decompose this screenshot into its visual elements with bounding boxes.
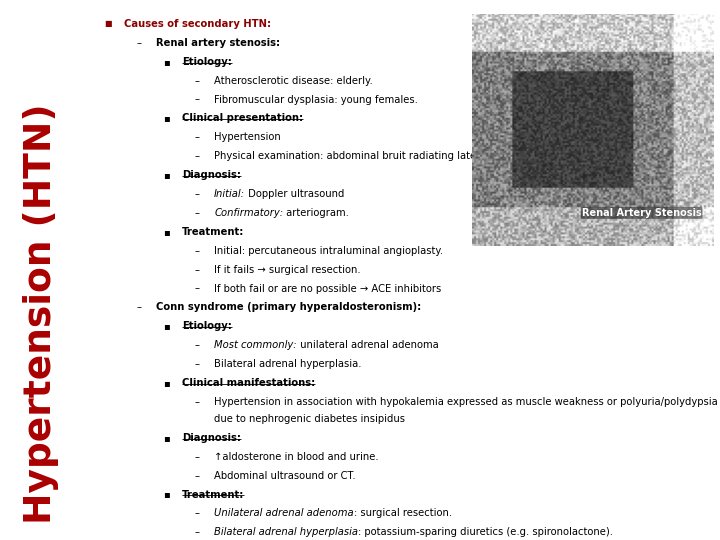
Text: Physical examination: abdominal bruit radiating laterally.: Physical examination: abdominal bruit ra…	[214, 151, 500, 161]
Text: Most commonly:: Most commonly:	[214, 340, 297, 350]
Text: –: –	[195, 452, 200, 462]
Text: ▪: ▪	[163, 57, 169, 67]
Text: –: –	[195, 94, 200, 105]
Text: –: –	[195, 471, 200, 481]
Text: –: –	[195, 132, 200, 143]
Text: Etiology:: Etiology:	[182, 321, 232, 332]
Text: unilateral adrenal adenoma: unilateral adrenal adenoma	[297, 340, 438, 350]
Text: : surgical resection.: : surgical resection.	[354, 509, 452, 518]
Text: Initial: percutaneous intraluminal angioplasty.: Initial: percutaneous intraluminal angio…	[214, 246, 444, 256]
Text: Hypertension in association with hypokalemia expressed as muscle weakness or pol: Hypertension in association with hypokal…	[214, 397, 718, 407]
Text: : potassium-sparing diuretics (e.g. spironolactone).: : potassium-sparing diuretics (e.g. spir…	[358, 528, 613, 537]
Text: Renal artery stenosis:: Renal artery stenosis:	[156, 38, 280, 48]
Text: Unilateral adrenal adenoma: Unilateral adrenal adenoma	[214, 509, 354, 518]
Text: Doppler ultrasound: Doppler ultrasound	[245, 189, 345, 199]
Text: If both fail or are no possible → ACE inhibitors: If both fail or are no possible → ACE in…	[214, 284, 441, 294]
Text: Hypertension (HTN): Hypertension (HTN)	[23, 103, 60, 523]
Text: –: –	[195, 246, 200, 256]
Text: ▪: ▪	[163, 490, 169, 500]
Text: Initial:: Initial:	[214, 189, 245, 199]
Text: –: –	[195, 265, 200, 275]
Text: Fibromuscular dysplasia: young females.: Fibromuscular dysplasia: young females.	[214, 94, 418, 105]
Text: ▪: ▪	[163, 170, 169, 180]
Text: Bilateral adrenal hyperplasia.: Bilateral adrenal hyperplasia.	[214, 359, 361, 369]
Text: –: –	[137, 38, 142, 48]
Text: Confirmatory:: Confirmatory:	[214, 208, 283, 218]
Text: –: –	[137, 302, 142, 313]
Text: –: –	[195, 189, 200, 199]
Text: Hypertension: Hypertension	[214, 132, 281, 143]
Text: Atherosclerotic disease: elderly.: Atherosclerotic disease: elderly.	[214, 76, 373, 86]
Text: arteriogram.: arteriogram.	[283, 208, 349, 218]
Text: ▪: ▪	[163, 113, 169, 124]
Text: –: –	[195, 397, 200, 407]
Text: –: –	[195, 509, 200, 518]
Text: Clinical manifestations:: Clinical manifestations:	[182, 378, 315, 388]
Text: ↑aldosterone in blood and urine.: ↑aldosterone in blood and urine.	[214, 452, 379, 462]
Text: ▪: ▪	[163, 378, 169, 388]
Text: ▪: ▪	[163, 227, 169, 237]
Text: Treatment:: Treatment:	[182, 490, 244, 500]
Text: ▪: ▪	[163, 321, 169, 332]
Text: –: –	[195, 340, 200, 350]
Text: ▪: ▪	[163, 433, 169, 443]
Text: Conn syndrome (primary hyperaldosteronism):: Conn syndrome (primary hyperaldosteronis…	[156, 302, 421, 313]
Text: –: –	[195, 151, 200, 161]
Text: due to nephrogenic diabetes insipidus: due to nephrogenic diabetes insipidus	[214, 414, 405, 424]
Text: –: –	[195, 76, 200, 86]
Text: –: –	[195, 359, 200, 369]
Text: ■: ■	[104, 19, 112, 28]
Text: –: –	[195, 284, 200, 294]
Text: Etiology:: Etiology:	[182, 57, 232, 67]
Text: Treatment:: Treatment:	[182, 227, 244, 237]
Text: Causes of secondary HTN:: Causes of secondary HTN:	[124, 19, 271, 29]
Text: Diagnosis:: Diagnosis:	[182, 433, 241, 443]
Text: Clinical presentation:: Clinical presentation:	[182, 113, 303, 124]
Text: –: –	[195, 208, 200, 218]
Text: If it fails → surgical resection.: If it fails → surgical resection.	[214, 265, 361, 275]
Text: Diagnosis:: Diagnosis:	[182, 170, 241, 180]
Text: Abdominal ultrasound or CT.: Abdominal ultrasound or CT.	[214, 471, 356, 481]
Text: Bilateral adrenal hyperplasia: Bilateral adrenal hyperplasia	[214, 528, 358, 537]
Text: –: –	[195, 528, 200, 537]
